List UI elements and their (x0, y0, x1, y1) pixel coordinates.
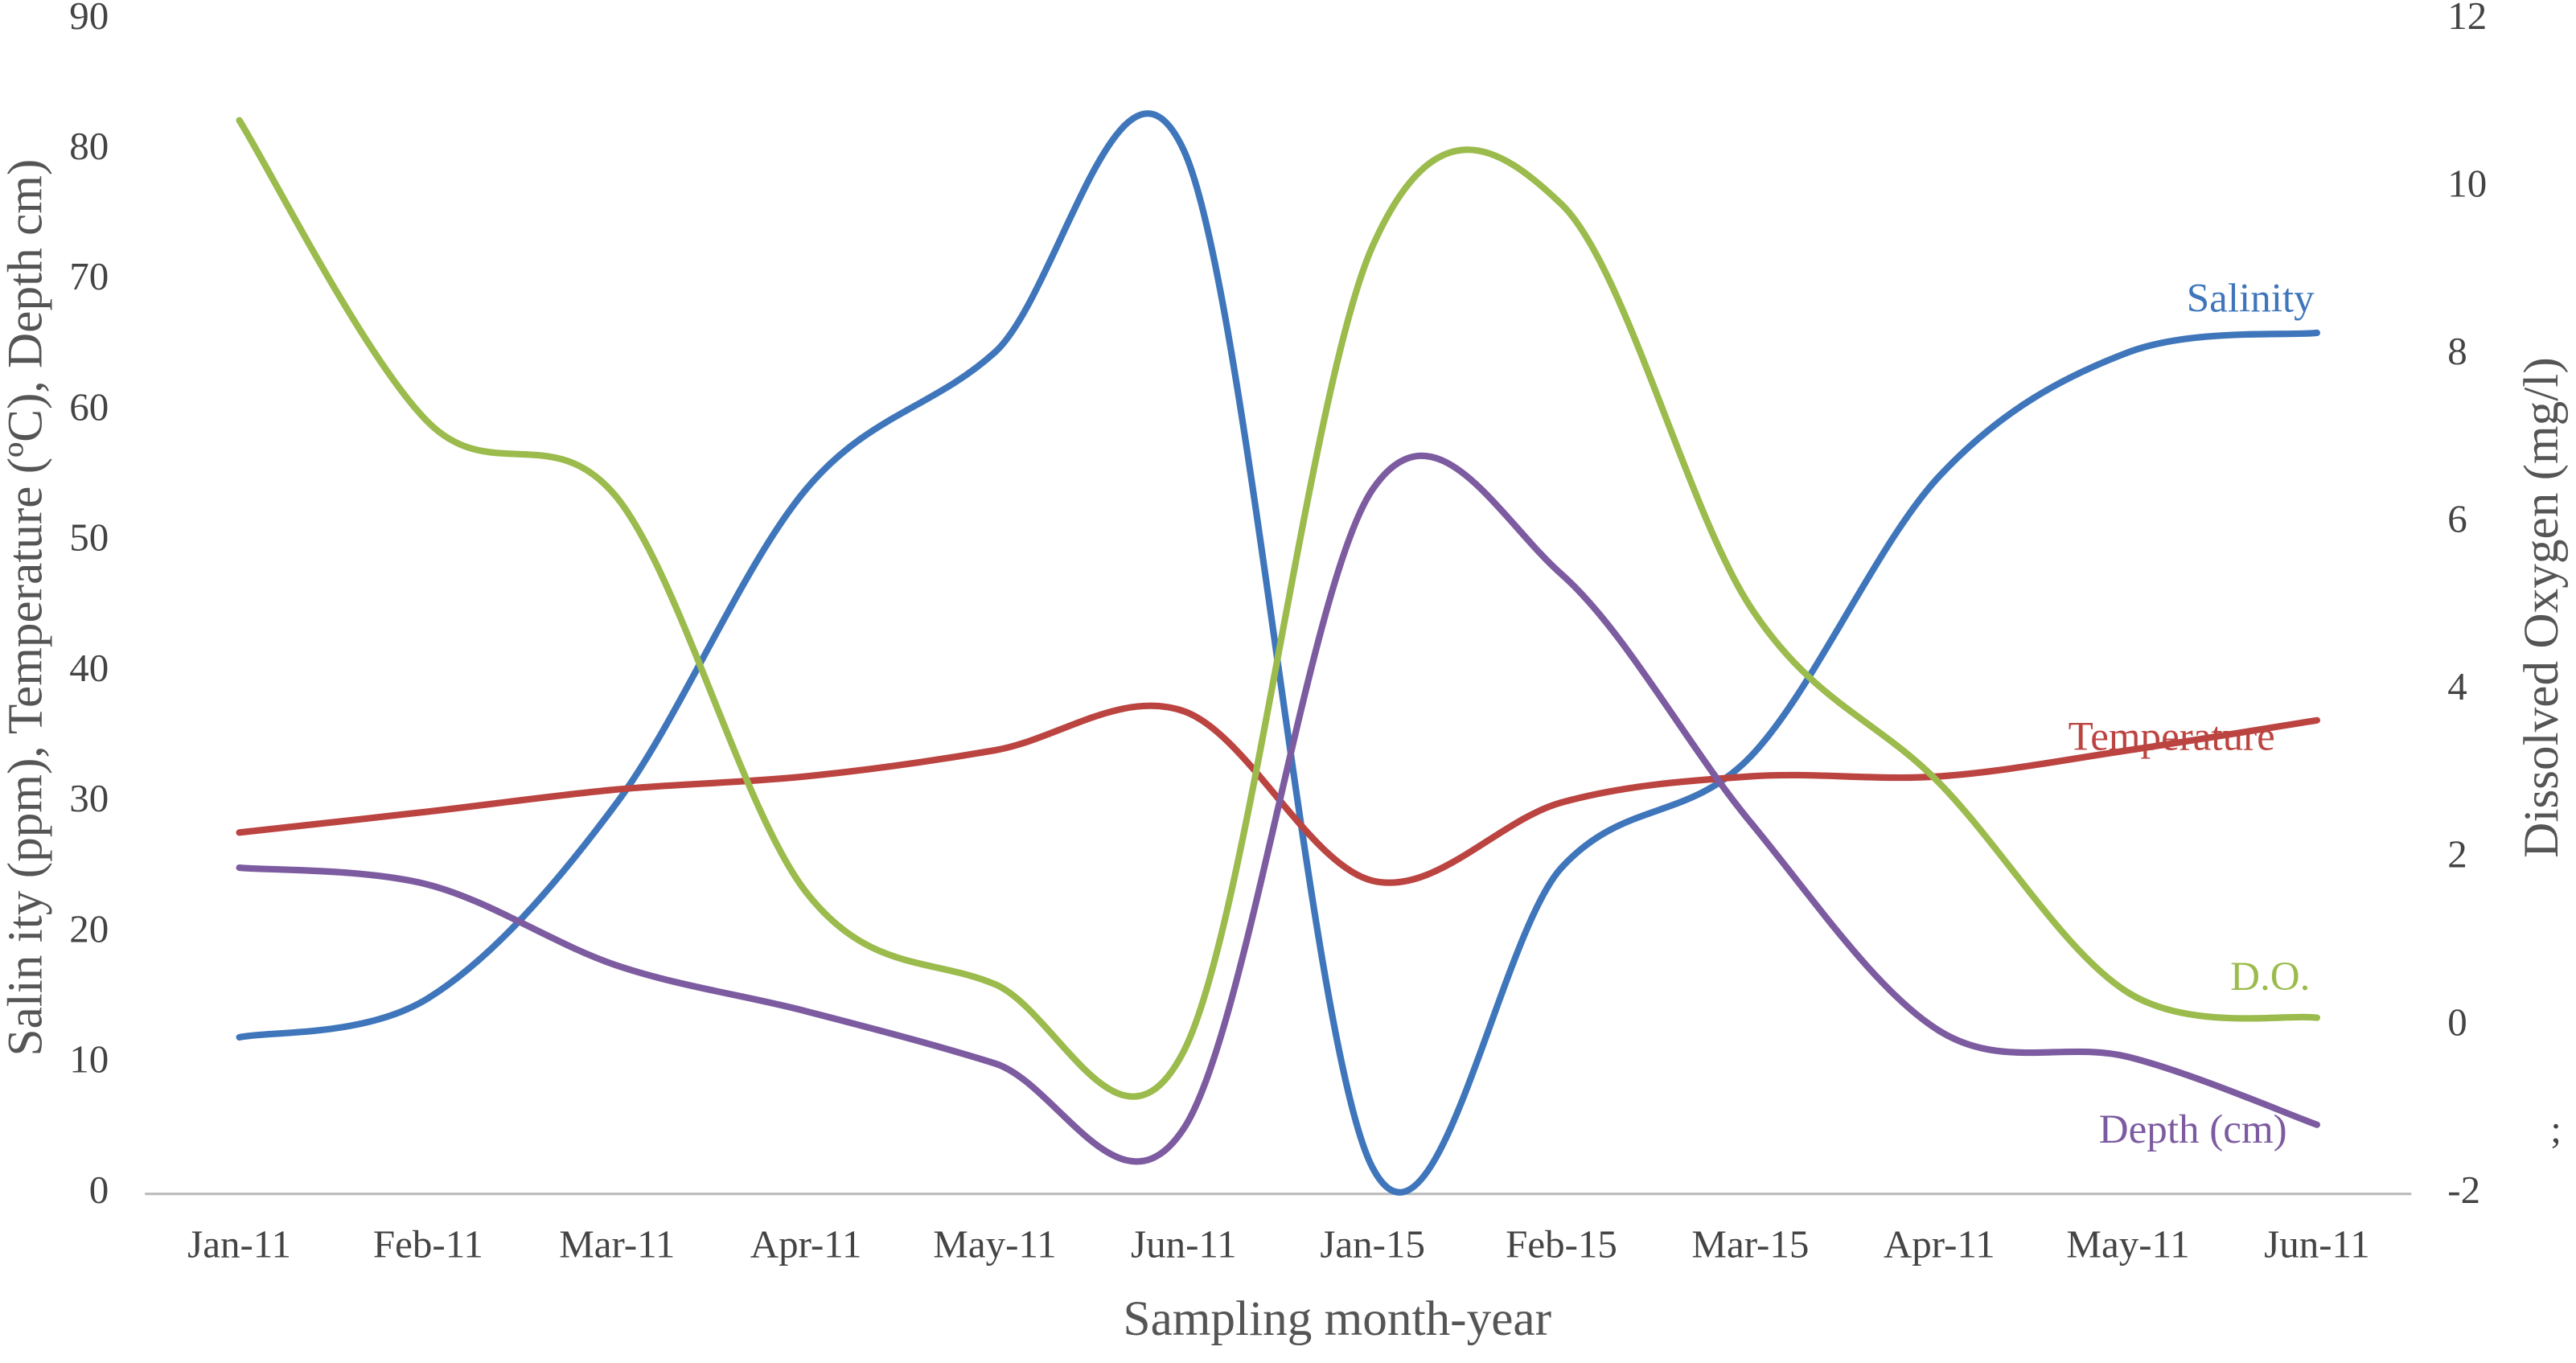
series-line (236, 452, 2321, 1165)
x-axis-title: Sampling month-year (1124, 1291, 1551, 1346)
annotation: ; (2550, 1106, 2562, 1151)
x-tick-label: Feb-11 (373, 1221, 483, 1266)
x-tick-label: Mar-15 (1691, 1221, 1809, 1266)
y-tick-label: 10 (69, 1037, 109, 1082)
y-tick-label: 90 (69, 0, 109, 38)
x-tick-label: Jan-15 (1320, 1221, 1425, 1266)
x-tick-label: Feb-15 (1506, 1221, 1617, 1266)
x-tick-label: Jun-11 (1131, 1221, 1237, 1266)
x-tick-label: May-11 (933, 1221, 1056, 1266)
x-tick-label: Jun-11 (2264, 1221, 2370, 1266)
y2-tick-label: 2 (2447, 832, 2467, 877)
y-tick-label: 20 (69, 906, 109, 950)
x-tick-label: May-11 (2066, 1221, 2189, 1266)
y-tick-label: 60 (69, 384, 109, 429)
x-tick-label: Apr-11 (750, 1221, 862, 1266)
series-label: D.O. (2230, 955, 2310, 1000)
y2-tick-label: 6 (2447, 497, 2467, 541)
y-tick-label: 50 (69, 515, 109, 560)
series-line (236, 110, 2321, 1196)
y-tick-label: 0 (89, 1168, 109, 1212)
y-tick-label: 30 (69, 776, 109, 820)
series-label: Salinity (2187, 276, 2315, 321)
y2-tick-label: 12 (2447, 0, 2487, 38)
y-tick-label: 70 (69, 254, 109, 298)
y2-tick-label: -2 (2447, 1168, 2480, 1212)
series-line (236, 117, 2321, 1100)
y-tick-label: 40 (69, 646, 109, 690)
x-tick-label: Apr-11 (1884, 1221, 1995, 1266)
y2-tick-label: 10 (2447, 161, 2487, 205)
y-axis-title: Salin ity (ppm), Temperature (ºC), Depth… (0, 159, 52, 1057)
y2-tick-label: 4 (2447, 664, 2467, 708)
x-tick-label: Jan-11 (187, 1221, 291, 1266)
y2-tick-label: 0 (2447, 1000, 2467, 1044)
y2-axis-title: Dissolved Oxygen (mg/l) (2514, 357, 2569, 858)
x-tick-label: Mar-11 (559, 1221, 675, 1266)
y-tick-label: 80 (69, 124, 109, 168)
series-label: Depth (cm) (2099, 1107, 2287, 1152)
y2-tick-label: 8 (2447, 329, 2467, 373)
